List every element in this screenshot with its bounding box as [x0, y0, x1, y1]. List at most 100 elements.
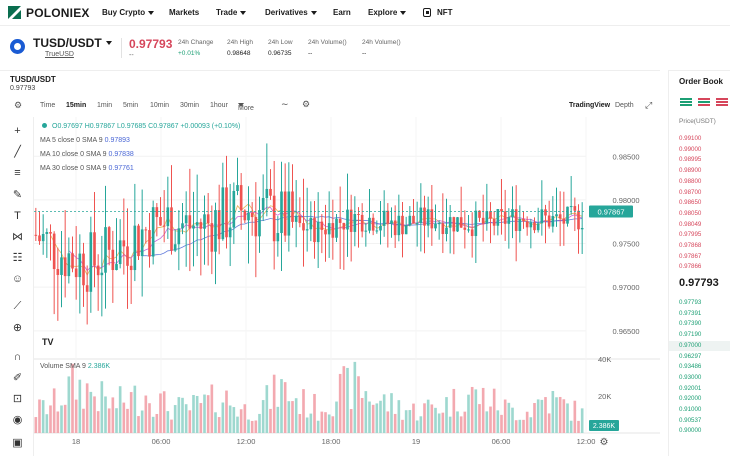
nav-explore[interactable]: Explore	[368, 8, 407, 17]
view-depth[interactable]: Depth	[615, 102, 634, 109]
order-book-ask-row[interactable]: 0.99100	[679, 135, 702, 142]
timeframe-1min[interactable]: 1min	[97, 102, 113, 109]
order-book-bid-row[interactable]: 0.97793	[679, 299, 702, 306]
order-book-ask-row[interactable]: 0.98700	[679, 188, 702, 196]
trash-icon[interactable]: ▣	[12, 437, 23, 449]
brush-icon[interactable]: ✎	[12, 189, 23, 201]
order-book-bid-row[interactable]: 0.91000	[679, 406, 702, 413]
timeframe-15min[interactable]: 15min	[66, 102, 87, 109]
lock-icon[interactable]: ⊡	[12, 393, 23, 405]
volume-bar	[122, 402, 126, 433]
timeframe-30min[interactable]: 30min	[180, 102, 200, 109]
chart-panel: TUSD/USDT 0.97793 ⚙ Time 15min 1min 5min…	[0, 70, 660, 456]
both-sides-icon[interactable]	[680, 98, 692, 107]
order-book-bid-row[interactable]: 0.97190	[679, 331, 702, 339]
order-book-bid-row[interactable]: 0.90537	[679, 416, 702, 424]
eye-icon[interactable]: ◉	[12, 414, 23, 426]
timeframe-1hour[interactable]: 1hour	[210, 102, 228, 109]
volume-bar	[503, 399, 507, 433]
nav-earn[interactable]: Earn	[333, 8, 351, 17]
ruler-icon[interactable]: ⟋	[13, 300, 22, 312]
candle-body	[511, 209, 514, 218]
zoom-icon[interactable]: ⊕	[12, 322, 23, 334]
nav-buy-crypto[interactable]: Buy Crypto	[102, 8, 155, 17]
timeframe-more[interactable]: More	[238, 103, 254, 112]
candle-body	[441, 223, 445, 235]
view-tradingview[interactable]: TradingView	[569, 102, 611, 109]
candle-body	[551, 216, 555, 227]
pair-selector[interactable]: TUSD/USDT	[33, 36, 112, 50]
order-book-ask-row[interactable]: 0.98650	[679, 199, 702, 207]
volume-bar	[364, 391, 368, 433]
order-book-bid-row[interactable]: 0.96297	[679, 352, 702, 360]
order-book-bid-row[interactable]: 0.97390	[679, 320, 702, 328]
order-book-bid-row[interactable]: 0.97000	[679, 341, 702, 349]
order-book-ask-row[interactable]: 0.97866	[679, 263, 702, 271]
logo[interactable]: POLONIEX	[8, 6, 98, 20]
tradingview-logo: TV	[42, 337, 54, 347]
candle-body	[261, 197, 265, 211]
chart-settings-icon[interactable]: ⚙	[302, 99, 311, 109]
asks-only-icon[interactable]	[698, 98, 710, 107]
volume-bar	[316, 420, 320, 433]
timeframe-time[interactable]: Time	[40, 102, 56, 109]
magnet-icon[interactable]: ∩	[13, 350, 22, 363]
candle-body	[360, 214, 364, 232]
order-book-ask-row[interactable]: 0.98800	[679, 177, 702, 185]
candle-body	[104, 227, 107, 273]
candle-body	[287, 191, 291, 236]
volume-bar	[547, 413, 551, 433]
emoji-icon[interactable]: ☺	[11, 272, 24, 285]
timeframe-10min[interactable]: 10min	[150, 102, 170, 109]
order-book-ask-row[interactable]: 0.98050	[679, 209, 702, 217]
order-book-bid-row[interactable]: 0.90000	[679, 427, 702, 435]
volume-bar	[467, 394, 470, 433]
order-book-ask-row[interactable]: 0.98995	[679, 156, 702, 164]
pattern-icon[interactable]: ⋈	[12, 231, 23, 243]
nav-nft[interactable]: NFT	[423, 8, 453, 17]
text-icon[interactable]: T	[14, 209, 21, 222]
candle-body	[558, 214, 562, 219]
order-book-ask-row[interactable]: 0.99000	[679, 145, 702, 153]
price-tick-label: 0.98000	[612, 196, 639, 205]
candle-body	[569, 206, 573, 208]
volume-bar	[280, 379, 283, 433]
order-book-ask-row[interactable]: 0.98049	[679, 220, 702, 228]
order-book-bid-row[interactable]: 0.92001	[679, 384, 702, 392]
volume-bar	[89, 391, 93, 433]
indicator-icon[interactable]: ∼	[281, 99, 289, 109]
fullscreen-icon[interactable]: ⤢	[645, 100, 653, 110]
settings-sliders-icon[interactable]: ⚙	[14, 100, 23, 110]
order-book-bid-row[interactable]: 0.97391	[679, 309, 702, 317]
order-book-ask-row[interactable]: 0.98900	[679, 167, 702, 175]
crosshair-icon[interactable]: +	[14, 124, 21, 137]
candle-body	[45, 232, 49, 234]
pair-subtitle-link[interactable]: TrueUSD	[45, 51, 74, 58]
order-book-bid-row[interactable]: 0.92000	[679, 395, 702, 403]
trendline-icon[interactable]: ╱	[14, 146, 21, 158]
time-tick-label: 12:00	[237, 437, 256, 446]
candle-body	[82, 253, 85, 286]
volume-bar	[540, 399, 544, 433]
volume-bar	[254, 420, 258, 433]
volume-bar	[412, 403, 415, 433]
order-book-view-toggles	[680, 98, 728, 107]
prediction-icon[interactable]: ☷	[12, 252, 23, 264]
price-chart[interactable]: 0.98500 0.98000 0.97500 0.97000 0.96500 40K 20…	[34, 117, 660, 456]
order-book-ask-row[interactable]: 0.97868	[679, 242, 702, 249]
order-book-ask-row[interactable]: 0.97995	[679, 231, 702, 239]
order-book-bid-row[interactable]: 0.93486	[679, 363, 702, 371]
nav-markets[interactable]: Markets	[169, 8, 200, 17]
drawing-toolbar: + ╱ ≡ ✎ T ⋈ ☷ ☺ ⟋ ⊕ ∩ ✐ ⊡ ◉ ▣	[0, 117, 34, 456]
lock-draw-icon[interactable]: ✐	[12, 372, 23, 384]
order-book-bid-row[interactable]: 0.93000	[679, 373, 702, 381]
fib-icon[interactable]: ≡	[14, 166, 21, 179]
candle-body	[470, 229, 474, 237]
volume-bar	[78, 379, 82, 433]
candle-body	[316, 221, 320, 243]
nav-derivatives[interactable]: Derivatives	[265, 8, 317, 17]
bids-only-icon[interactable]	[716, 98, 728, 107]
order-book-ask-row[interactable]: 0.97867	[679, 252, 702, 260]
timeframe-5min[interactable]: 5min	[123, 102, 139, 109]
nav-trade[interactable]: Trade	[216, 8, 247, 17]
